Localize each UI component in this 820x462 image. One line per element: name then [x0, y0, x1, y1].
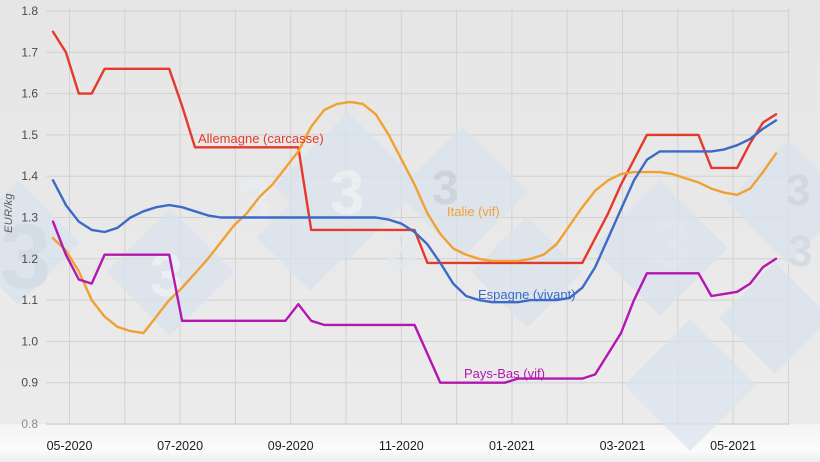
x-tick-label: 05-2021	[710, 439, 756, 453]
watermark-3-glyph: 3	[786, 166, 810, 215]
y-tick-label: 1.7	[21, 45, 38, 59]
y-tick-label: 1.5	[21, 128, 38, 142]
x-tick-label: 05-2020	[47, 439, 93, 453]
y-axis-title: EUR/kg	[3, 193, 15, 233]
watermark-diamond	[471, 216, 583, 328]
watermark-diamond	[0, 181, 80, 305]
watermark-3-glyph: 3	[432, 162, 459, 215]
x-tick-label: 03-2021	[600, 439, 646, 453]
watermark-diamond	[256, 183, 364, 291]
series-line-3	[51, 220, 778, 384]
watermark-333: 3 33 3 33 333	[0, 112, 820, 451]
series-label-espagne: Espagne (vivant)	[478, 287, 576, 302]
y-tick-label: 1.1	[21, 293, 38, 307]
watermark-diamond	[592, 180, 728, 316]
series-line-0	[51, 30, 778, 265]
y-tick-label: 0.9	[21, 376, 38, 390]
watermark-3-glyph: 3	[652, 205, 691, 283]
watermark-diamond	[396, 126, 528, 258]
y-tick-label: 1.8	[21, 4, 38, 18]
y-tick-label: 1.0	[21, 334, 38, 348]
y-tick-label: 1.4	[21, 169, 38, 183]
series-label-allemagne: Allemagne (carcasse)	[198, 131, 324, 146]
watermark-diamond	[106, 208, 234, 336]
y-tick-label: 0.8	[21, 417, 38, 431]
watermark-diamond	[624, 319, 756, 451]
watermark-diamond	[726, 140, 820, 264]
y-tick-label: 1.3	[21, 211, 38, 225]
series-line-1	[51, 100, 778, 335]
series-label-paysbas: Pays-Bas (vif)	[464, 366, 545, 381]
series-lines	[51, 30, 778, 384]
y-axis-labels: 0.8 0.9 1.0 1.1 1.2 1.3 1.4 1.5 1.6 1.7 1.8	[21, 4, 38, 431]
watermark-3-glyph: 3	[788, 227, 812, 276]
series-label-italie: Italie (vif)	[447, 204, 500, 219]
y-tick-label: 1.6	[21, 87, 38, 101]
watermark-diamond	[719, 262, 820, 374]
x-tick-label: 07-2020	[157, 439, 203, 453]
series-line-2	[51, 119, 778, 304]
x-tick-label: 01-2021	[489, 439, 535, 453]
x-axis-labels: 05-2020 07-2020 09-2020 11-2020 01-2021 03-20…	[47, 439, 757, 453]
x-tick-label: 09-2020	[268, 439, 314, 453]
watermark-3-glyph: 3	[0, 206, 51, 308]
x-tick-label: 11-2020	[379, 439, 424, 453]
y-tick-label: 1.2	[21, 252, 38, 266]
